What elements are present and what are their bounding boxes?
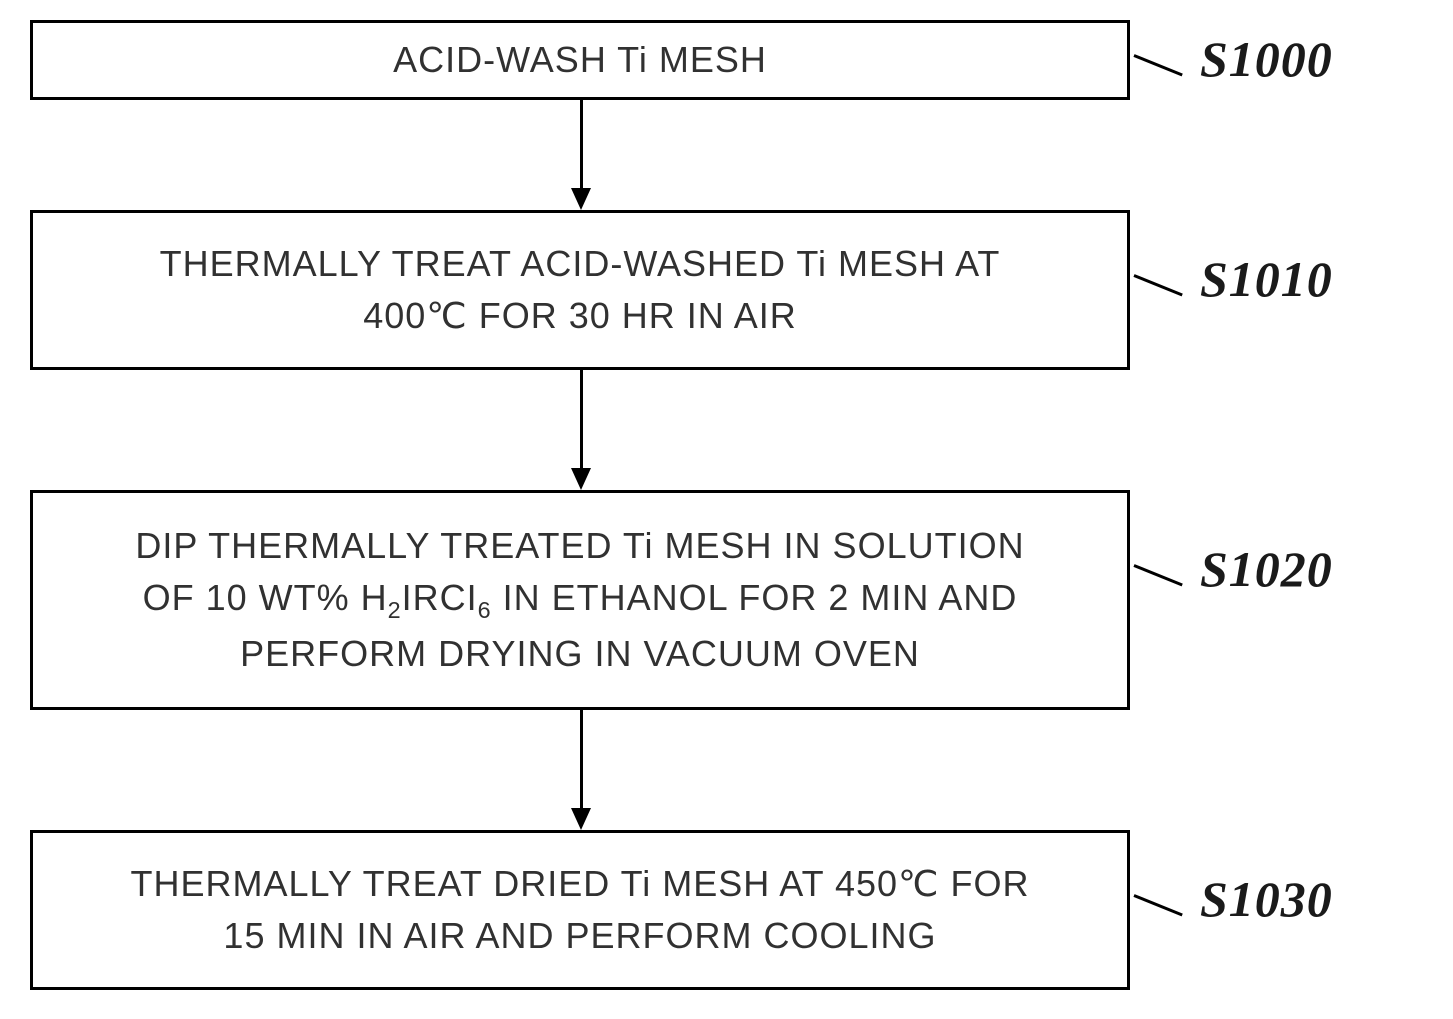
step-s1030-text: THERMALLY TREAT DRIED Ti MESH AT 450℃ FO… <box>111 858 1050 962</box>
step-s1000-box: ACID-WASH Ti MESH <box>30 20 1130 100</box>
step-s1000-label: S1000 <box>1200 30 1333 88</box>
step-s1020-label: S1020 <box>1200 540 1333 598</box>
step-s1030-label: S1030 <box>1200 870 1333 928</box>
step-s1030-box: THERMALLY TREAT DRIED Ti MESH AT 450℃ FO… <box>30 830 1130 990</box>
flowchart-canvas: ACID-WASH Ti MESH S1000 THERMALLY TREAT … <box>0 0 1453 1019</box>
step-s1020-tie <box>1133 564 1182 586</box>
step-s1000-text: ACID-WASH Ti MESH <box>373 34 787 86</box>
arrow-1-head <box>571 188 591 210</box>
arrow-1-line <box>580 100 583 190</box>
step-s1010-label: S1010 <box>1200 250 1333 308</box>
arrow-2-line <box>580 370 583 470</box>
arrow-2-head <box>571 468 591 490</box>
step-s1010-text: THERMALLY TREAT ACID-WASHED Ti MESH AT40… <box>140 238 1021 342</box>
arrow-3-line <box>580 710 583 810</box>
step-s1000-tie <box>1133 54 1182 76</box>
step-s1020-text: DIP THERMALLY TREATED Ti MESH IN SOLUTIO… <box>115 520 1044 681</box>
arrow-3-head <box>571 808 591 830</box>
step-s1010-box: THERMALLY TREAT ACID-WASHED Ti MESH AT40… <box>30 210 1130 370</box>
step-s1030-tie <box>1133 894 1182 916</box>
step-s1010-tie <box>1133 274 1182 296</box>
step-s1020-box: DIP THERMALLY TREATED Ti MESH IN SOLUTIO… <box>30 490 1130 710</box>
